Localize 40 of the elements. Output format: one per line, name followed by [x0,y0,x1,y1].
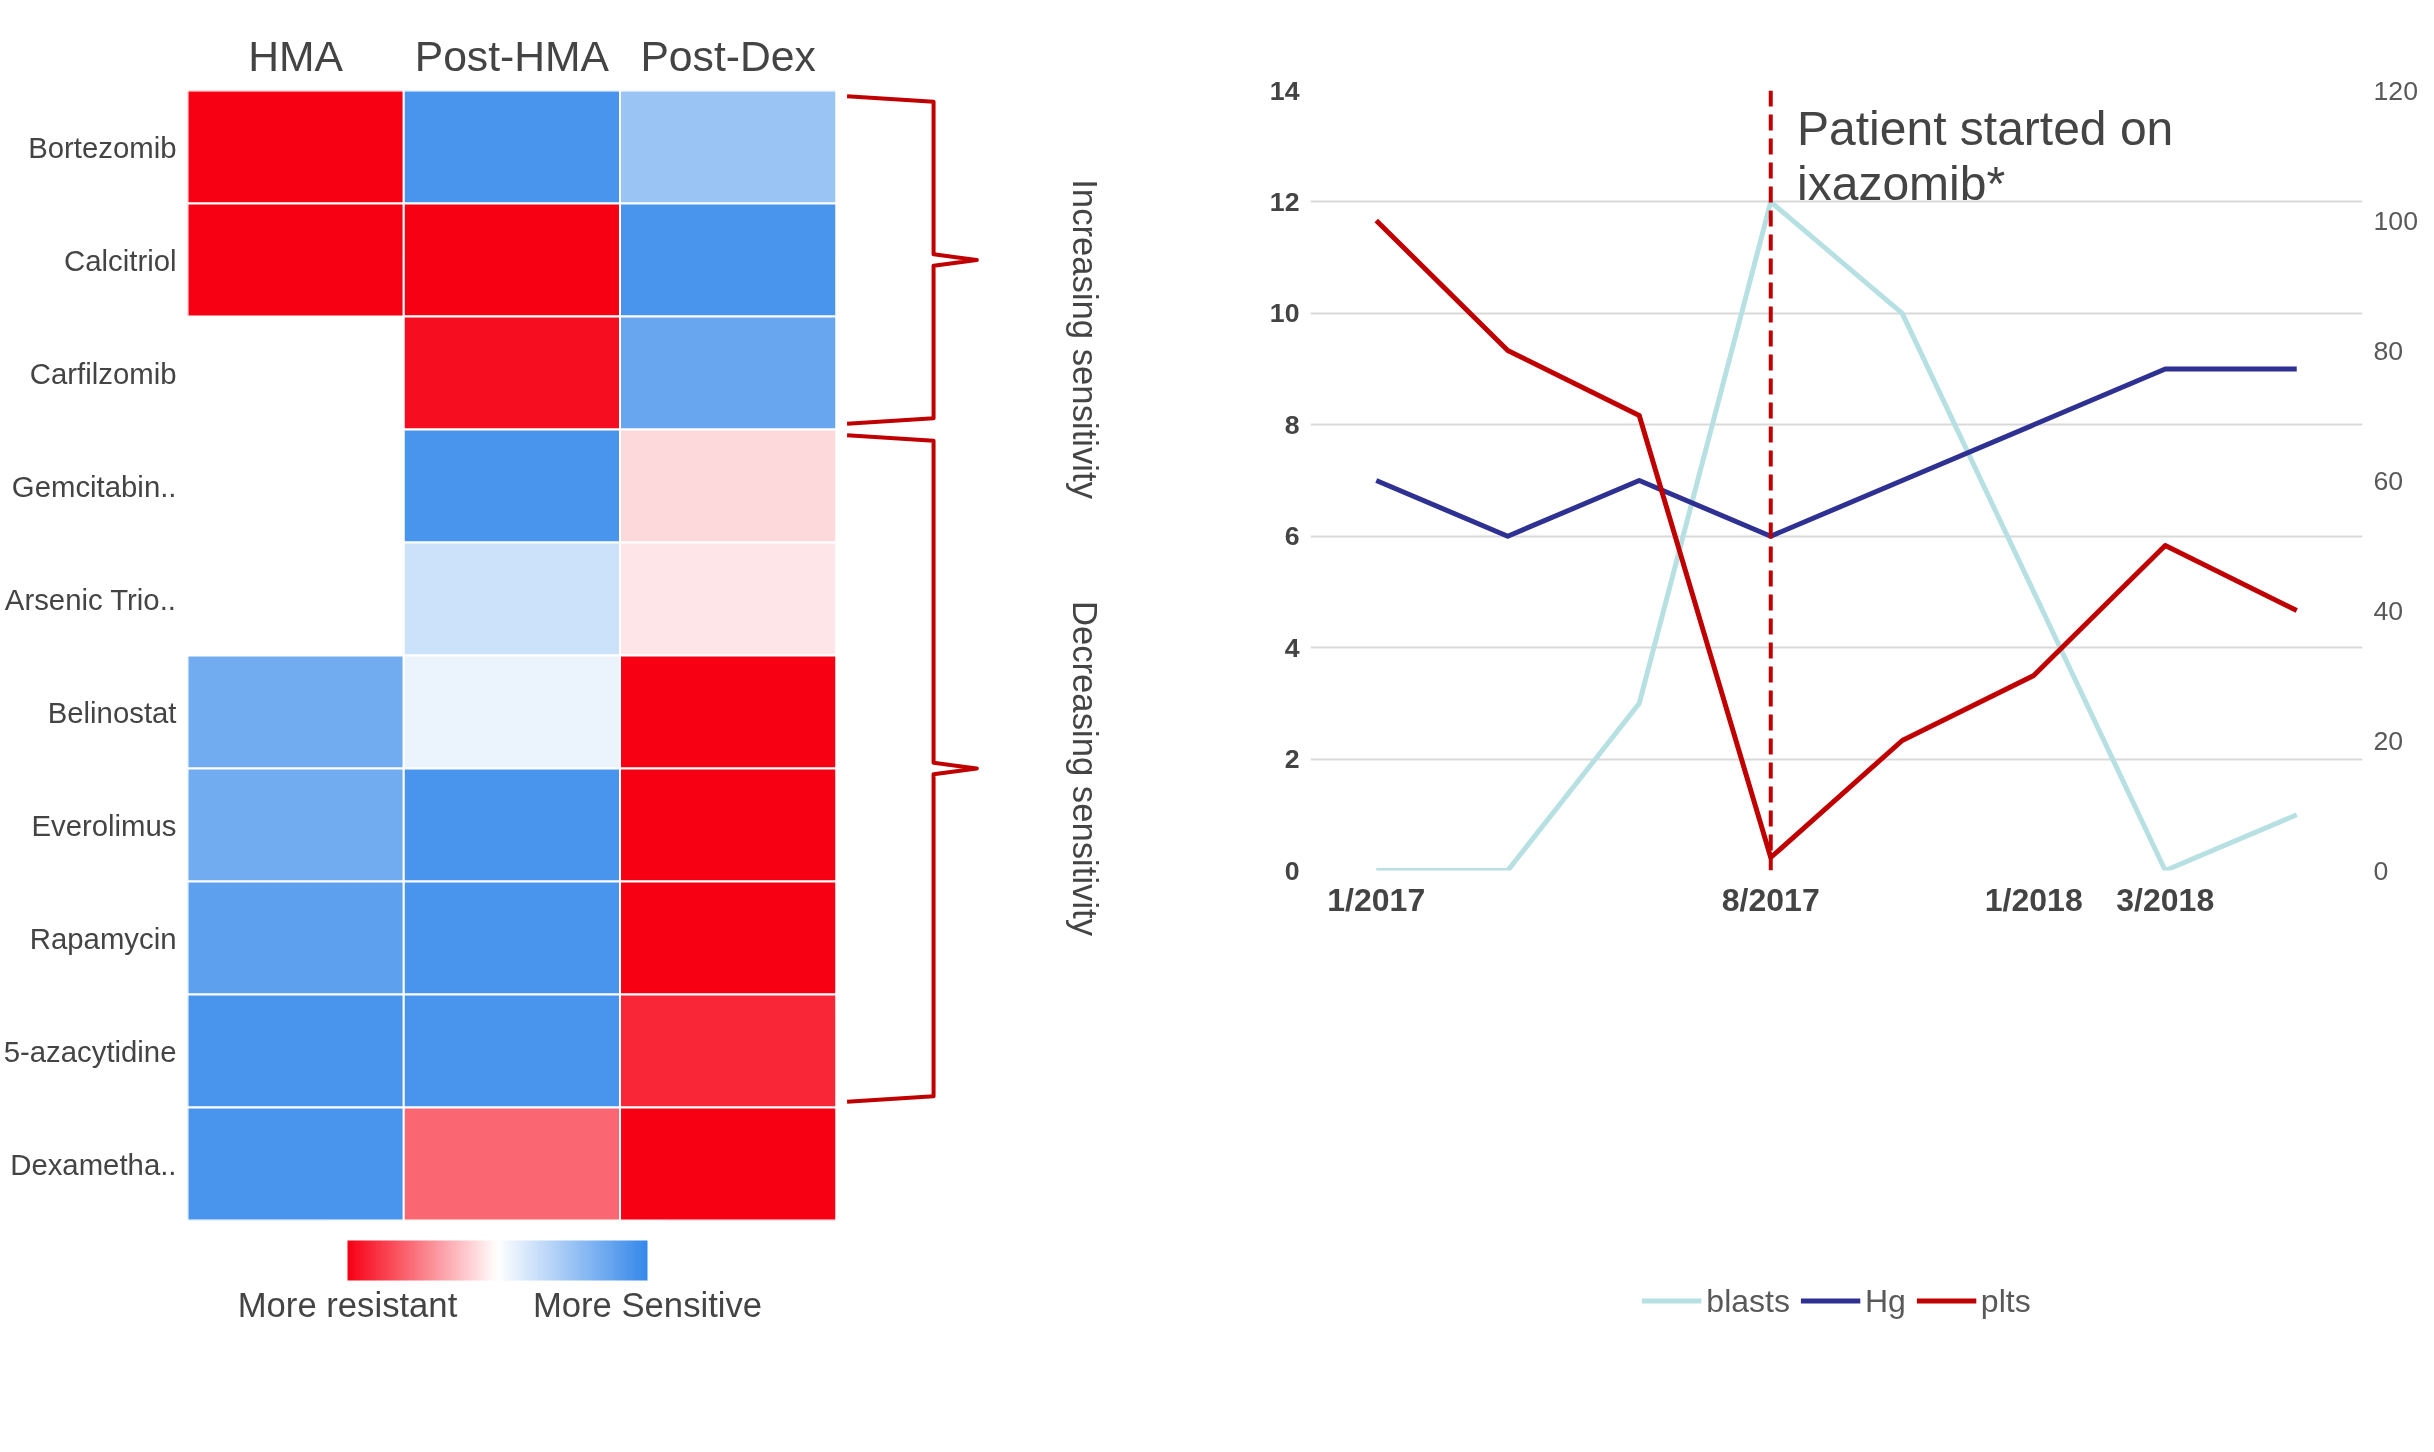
text: Decreasing sensitivity [1065,600,1104,937]
y-tick-label: 8 [1284,409,1300,440]
y-tick-label: 0 [1284,855,1300,886]
y-tick-label: Dexametha.. [10,1147,177,1181]
y2-tick-label: 80 [2373,335,2404,366]
color-bar-label: More resistant [237,1285,458,1324]
y2-tick-label: 0 [2373,855,2389,886]
y-tick-label: Gemcitabin.. [11,469,177,503]
x-tick-label: 8/2017 [1721,881,1820,918]
y-tick-label: 2 [1284,744,1300,775]
ref-line-label: Patient started on ixazomib* [1797,101,2174,210]
x-tick-label: 1/2017 [1327,881,1426,918]
x-tick-label: Post-HMA [414,31,610,80]
y-tick-label: 4 [1284,632,1300,663]
y-tick-label: 12 [1269,186,1300,217]
legend-label: plts [1980,1282,2031,1320]
y-tick-label: 10 [1269,298,1300,329]
x-tick-label: HMA [248,31,344,80]
y2-tick-label: 20 [2373,725,2404,756]
legend-label: blasts [1706,1282,1790,1320]
y-tick-label: Arsenic Trio.. [4,582,176,616]
y-tick-label: 14 [1269,75,1300,106]
x-tick-label: 1/2018 [1984,881,2083,918]
x-tick-label: 3/2018 [2116,881,2215,918]
x-tick-label: Post-Dex [640,31,816,80]
y-tick-label: 6 [1284,521,1300,552]
y-tick-label: Bortezomib [28,130,177,164]
legend-label: Hg [1864,1282,1906,1320]
y-tick-label: Carfilzomib [29,356,177,390]
y2-tick-label: 120 [2373,75,2418,106]
y-tick-label: 5-azacytidine [3,1034,177,1068]
y2-tick-label: 100 [2373,205,2418,236]
y-tick-label: Rapamycin [29,921,177,955]
y-tick-label: Everolimus [31,808,177,842]
text: Increasing sensitivity [1065,179,1104,500]
y-tick-label: Calcitriol [64,243,177,277]
y2-tick-label: 40 [2373,595,2404,626]
y-tick-label: Belinostat [47,695,177,729]
color-bar-label: More Sensitive [532,1285,763,1324]
y2-tick-label: 60 [2373,465,2404,496]
